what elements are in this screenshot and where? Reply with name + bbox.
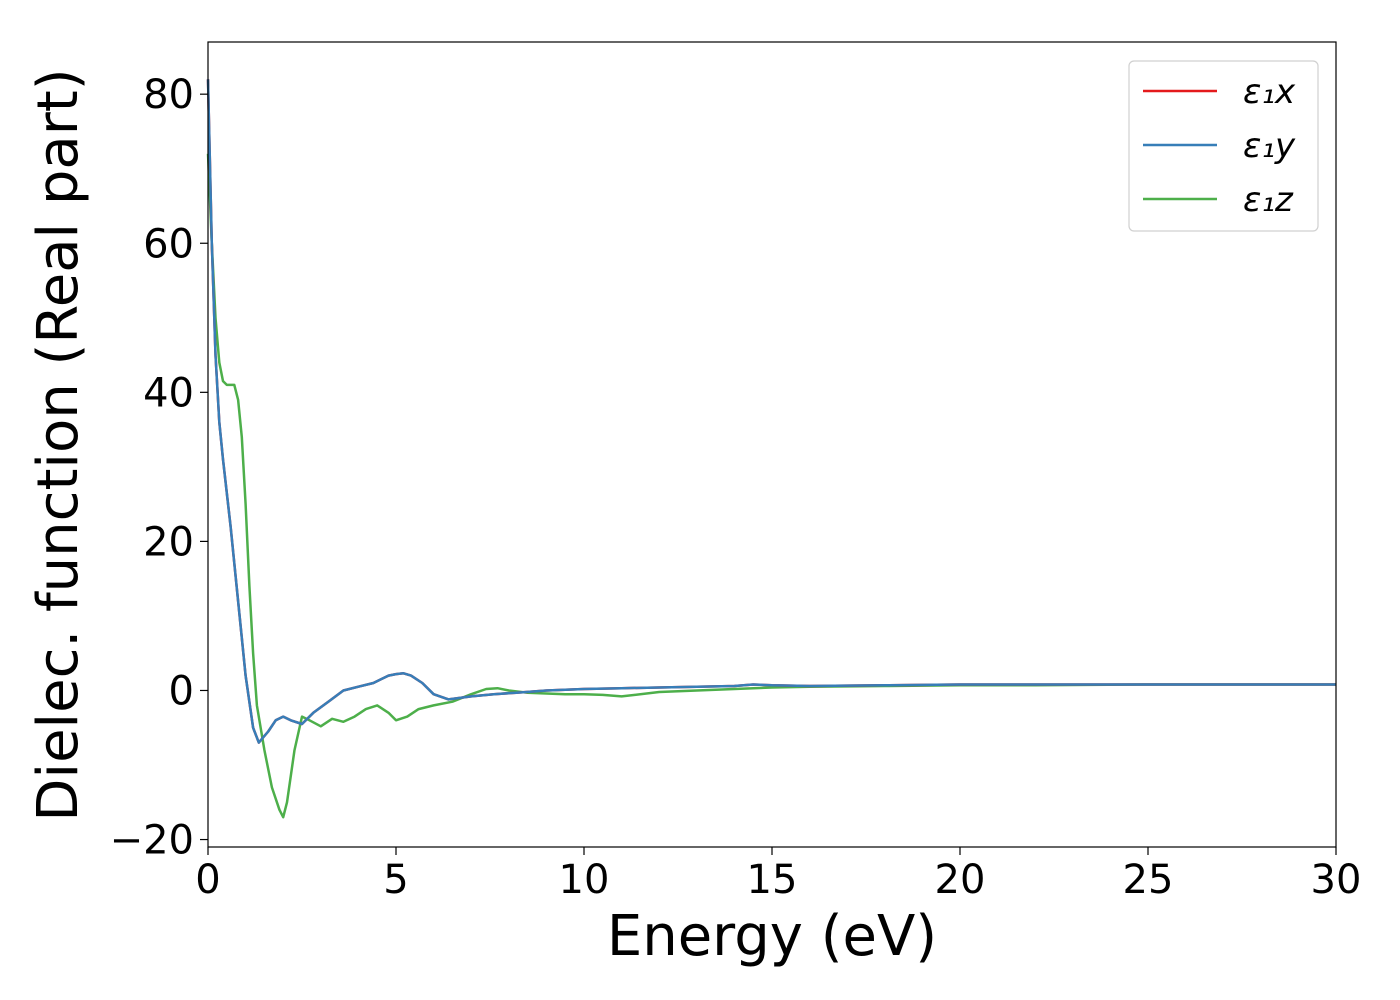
y-tick-label: −20	[110, 818, 194, 864]
x-tick-label: 10	[559, 857, 610, 903]
y-axis-ticks: −20 0 20 40 60 80	[110, 72, 208, 864]
x-tick-label: 15	[747, 857, 798, 903]
x-tick-label: 5	[383, 857, 408, 903]
legend: ε₁x ε₁y ε₁z	[1128, 60, 1319, 232]
series-line-1	[206, 79, 1336, 744]
legend-box	[1128, 60, 1319, 232]
y-tick-label: 80	[143, 72, 194, 118]
x-tick-label: 30	[1311, 857, 1362, 903]
x-tick-label: 20	[935, 857, 986, 903]
series-line-2	[206, 153, 1336, 819]
y-axis-title: Dielec. function (Real part)	[26, 68, 91, 821]
x-tick-label: 25	[1123, 857, 1174, 903]
x-axis-title: Energy (eV)	[607, 904, 937, 969]
y-tick-label: 60	[143, 221, 194, 267]
legend-label: ε₁y	[1243, 126, 1296, 166]
y-tick-label: 0	[169, 668, 194, 714]
x-axis-ticks: 0 5 10 15 20 25 30	[195, 847, 1361, 903]
legend-label: ε₁x	[1243, 72, 1296, 112]
x-tick-label: 0	[195, 857, 220, 903]
y-tick-label: 40	[143, 370, 194, 416]
y-tick-label: 20	[143, 519, 194, 565]
legend-label: ε₁z	[1243, 180, 1294, 220]
series-layer	[206, 79, 1336, 819]
